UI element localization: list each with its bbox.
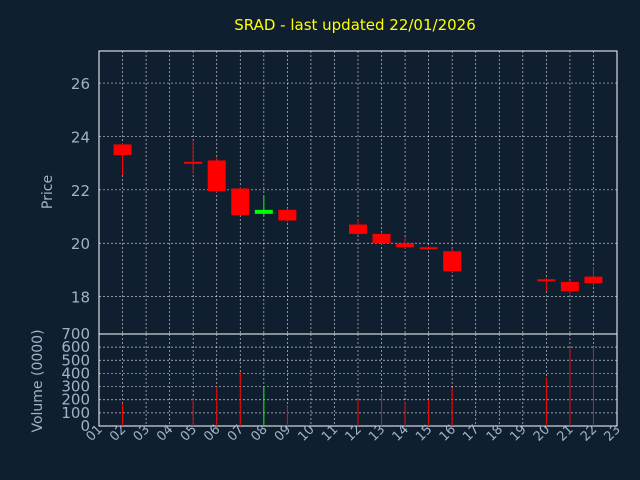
- candle-body: [278, 209, 297, 221]
- candle-body: [419, 247, 438, 250]
- price-grid: [98, 51, 618, 334]
- candle-body: [349, 224, 367, 234]
- price-tick-labels: 18 20 22 24 26: [71, 75, 90, 307]
- candle-body: [254, 209, 273, 214]
- volume-tick-label: 600: [61, 338, 90, 356]
- candle-body: [537, 279, 556, 282]
- candle-body: [113, 144, 132, 156]
- volume-axis-label: Volume (0000): [30, 329, 46, 432]
- candle-body: [443, 251, 462, 272]
- chart-title: SRAD - last updated 22/01/2026: [234, 16, 476, 34]
- candle-body: [560, 281, 579, 292]
- x-tick-labels: 01 02 03 04 05 06 07 08 09 10 11 12 13 14 15 16 17 18 19 20…: [84, 422, 624, 444]
- price-tick-label: 22: [71, 182, 90, 200]
- candles: [113, 141, 603, 294]
- x-axis-label: Day: [334, 460, 362, 476]
- volume-tick-label: 200: [61, 391, 90, 409]
- candle-body: [372, 233, 391, 244]
- price-tick-label: 18: [71, 289, 90, 307]
- candle-body: [396, 243, 415, 248]
- volume-tick-label: 400: [61, 364, 90, 382]
- volume-tick-label: 300: [61, 378, 90, 396]
- candle-body: [584, 276, 603, 284]
- candle-body: [184, 161, 203, 164]
- candle-body: [231, 188, 250, 216]
- volume-tick-label: 0: [80, 417, 90, 435]
- price-tick-label: 24: [71, 128, 90, 146]
- volume-tick-label: 700: [61, 325, 90, 343]
- price-tick-label: 26: [71, 75, 90, 93]
- volume-tick-label: 100: [61, 404, 90, 422]
- candle-body: [207, 160, 226, 192]
- volume-tick-label: 500: [61, 351, 90, 369]
- volume-bars: [122, 347, 594, 426]
- price-axis-label: Price: [40, 175, 56, 209]
- price-tick-label: 20: [71, 235, 90, 253]
